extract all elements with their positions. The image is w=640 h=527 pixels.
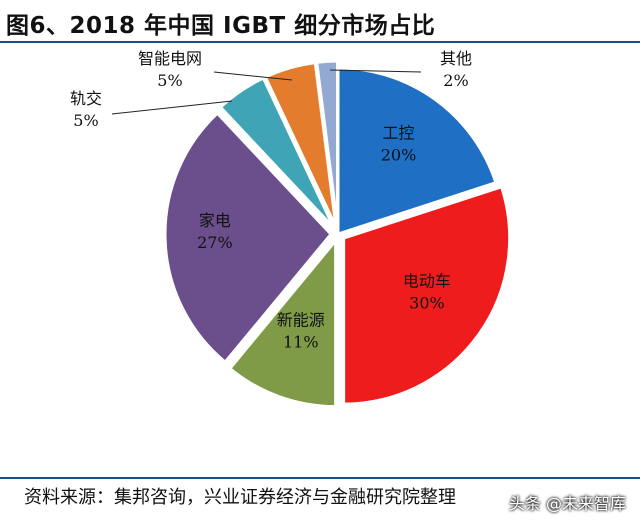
- pie-chart: 工控 20% 电动车 30% 新能源 11% 家电 27% 轨交 5% 智能电网 5% 其他 2%: [70, 49, 512, 409]
- slice-label-2: 电动车: [403, 272, 451, 291]
- source-note: 资料来源：集邦咨询，兴业证券经济与金融研究院整理: [24, 487, 456, 508]
- pie-slices: [163, 59, 512, 409]
- slice-label-3: 新能源: [277, 310, 325, 329]
- source-divider: [0, 477, 640, 479]
- slice-label-1: 工控: [382, 124, 414, 143]
- watermark: 头条 @未来智库: [508, 494, 626, 513]
- leader-line-7: [329, 69, 422, 73]
- slice-label-5: 轨交: [70, 89, 102, 108]
- pie-slice-1: [336, 66, 498, 237]
- slice-value-label-3: 11%: [283, 332, 319, 351]
- pie-slice-7: [315, 59, 340, 228]
- pie-slice-4: [163, 111, 334, 365]
- slice-label-4: 家电: [199, 211, 231, 230]
- leader-line-5: [111, 100, 233, 115]
- title-divider: [0, 41, 640, 43]
- pie-slice-5: [218, 76, 336, 230]
- chart-title: 图6、2018 年中国 IGBT 细分市场占比: [6, 13, 436, 39]
- leader-line-6: [213, 71, 293, 81]
- slice-label-7: 其他: [440, 49, 472, 68]
- slice-value-label-1: 20%: [381, 146, 417, 165]
- slice-label-6: 智能电网: [138, 49, 202, 68]
- slice-value-label-7: 2%: [443, 71, 468, 90]
- slice-value-label-5: 5%: [73, 111, 98, 130]
- slice-labels: 工控 20% 电动车 30% 新能源 11% 家电 27% 轨交 5% 智能电网 5% 其他 2%: [70, 49, 472, 351]
- pie-slice-3: [227, 236, 338, 409]
- slice-value-label-4: 27%: [197, 233, 233, 252]
- pie-slice-2: [342, 184, 512, 406]
- slice-value-label-6: 5%: [157, 71, 182, 90]
- slice-value-label-2: 30%: [409, 294, 445, 313]
- leader-lines: [111, 69, 422, 115]
